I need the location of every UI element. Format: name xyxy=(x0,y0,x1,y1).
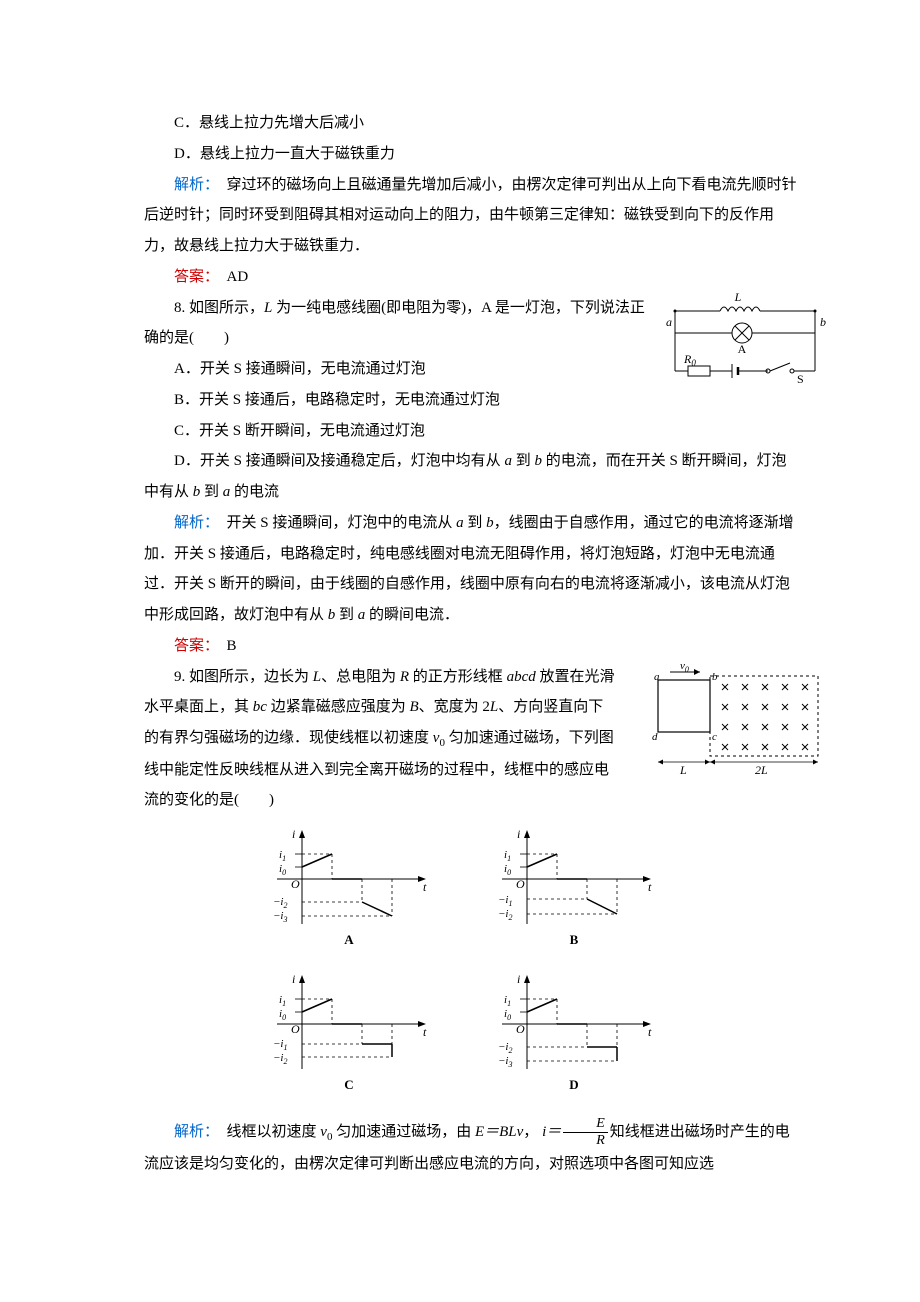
graphs-figure: i t O i1 i0 −i2 −i3 xyxy=(257,824,687,1109)
analysis-text: 开关 S 接通瞬间，灯泡中的电流从 xyxy=(212,515,457,531)
formula-i: i＝ xyxy=(542,1124,561,1140)
var-R: R xyxy=(400,669,409,685)
q9-analysis: 解析： 线框以初速度 v0 匀加速通过磁场，由 E＝BLv， i＝ER知线框进出… xyxy=(144,1117,800,1179)
svg-text:i1: i1 xyxy=(279,994,286,1008)
graph-label-A: A xyxy=(344,932,354,947)
svg-text:i0: i0 xyxy=(504,1008,511,1022)
field-figure: a b c d v0 xyxy=(650,662,830,777)
opt-text: 的电流 xyxy=(230,484,279,500)
svg-text:i0: i0 xyxy=(504,863,511,877)
q8-answer: 答案： B xyxy=(144,631,800,662)
answer-text: B xyxy=(212,638,237,654)
fraction-ER: ER xyxy=(563,1117,608,1148)
analysis-text: ， xyxy=(523,1124,542,1140)
field-a: a xyxy=(654,671,660,683)
q8-option-d: D．开关 S 接通瞬间及接通稳定后，灯泡中均有从 a 到 b 的电流，而在开关 … xyxy=(144,446,800,508)
field-L: L xyxy=(679,763,687,777)
graph-label-D: D xyxy=(569,1077,578,1092)
stem-text: 的正方形线框 xyxy=(409,669,507,685)
var-b: b xyxy=(534,453,542,469)
q8-option-b: B．开关 S 接通后，电路稳定时，无电流通过灯泡 xyxy=(144,385,800,416)
svg-text:−i3: −i3 xyxy=(273,910,287,924)
graph-label-B: B xyxy=(570,932,579,947)
opt-text: 到 xyxy=(200,484,223,500)
var-L: L xyxy=(490,699,498,715)
svg-text:−i3: −i3 xyxy=(498,1055,512,1069)
svg-text:i1: i1 xyxy=(279,849,286,863)
var-a: a xyxy=(456,515,464,531)
field-2L: 2L xyxy=(755,763,768,777)
field-d: d xyxy=(652,731,658,743)
analysis-label: 解析： xyxy=(174,1124,212,1140)
svg-text:i1: i1 xyxy=(504,994,511,1008)
label-A: A xyxy=(738,342,747,356)
label-S: S xyxy=(797,372,804,386)
analysis-label: 解析： xyxy=(174,177,212,193)
svg-text:−i2: −i2 xyxy=(273,896,287,910)
field-b: b xyxy=(712,671,718,683)
q8-block: L a b A xyxy=(144,293,800,447)
formula-E: E＝BLv xyxy=(475,1124,523,1140)
q7-answer: 答案： AD xyxy=(144,262,800,293)
frac-den: R xyxy=(563,1133,608,1148)
graph-label-C: C xyxy=(344,1077,353,1092)
analysis-text: 线框以初速度 xyxy=(212,1124,321,1140)
var-B: B xyxy=(409,699,418,715)
var-v0: v xyxy=(320,1124,327,1140)
analysis-text: 穿过环的磁场向上且磁通量先增加后减小，由楞次定律可判出从上向下看电流先顺时针后逆… xyxy=(144,177,797,255)
page: C．悬线上拉力先增大后减小 D．悬线上拉力一直大于磁铁重力 解析： 穿过环的磁场… xyxy=(0,0,920,1302)
q7-option-c: C．悬线上拉力先增大后减小 xyxy=(144,108,800,139)
answer-label: 答案： xyxy=(174,638,212,654)
stem-text: 9. 如图所示，边长为 xyxy=(174,669,313,685)
var-b: b xyxy=(486,515,494,531)
q7-analysis: 解析： 穿过环的磁场向上且磁通量先增加后减小，由楞次定律可判出从上向下看电流先顺… xyxy=(144,170,800,262)
label-L: L xyxy=(734,293,742,304)
circuit-figure: L a b A xyxy=(660,293,830,388)
stem-text: 、宽度为 2 xyxy=(419,699,490,715)
svg-text:−i2: −i2 xyxy=(498,908,512,922)
analysis-text: 匀加速通过磁场，由 xyxy=(332,1124,475,1140)
svg-text:i1: i1 xyxy=(504,849,511,863)
q9-block: a b c d v0 xyxy=(144,662,800,817)
svg-text:−i2: −i2 xyxy=(498,1041,512,1055)
analysis-text: 的瞬间电流． xyxy=(365,607,459,623)
svg-text:−i1: −i1 xyxy=(498,894,512,908)
svg-text:−i2: −i2 xyxy=(273,1052,287,1066)
svg-text:i0: i0 xyxy=(279,1008,286,1022)
q8-option-c: C．开关 S 断开瞬间，无电流通过灯泡 xyxy=(144,416,800,447)
opt-text: D．开关 S 接通瞬间及接通稳定后，灯泡中均有从 xyxy=(174,453,504,469)
stem-text: 8. 如图所示， xyxy=(174,300,264,316)
answer-label: 答案： xyxy=(174,269,212,285)
svg-text:i0: i0 xyxy=(279,863,286,877)
stem-text: 边紧靠磁感应强度为 xyxy=(267,699,410,715)
var-a: a xyxy=(504,453,512,469)
label-b: b xyxy=(820,315,826,329)
field-c: c xyxy=(712,731,717,743)
analysis-text: 到 xyxy=(464,515,487,531)
svg-text:−i1: −i1 xyxy=(273,1038,287,1052)
answer-text: AD xyxy=(212,269,249,285)
var-bc: bc xyxy=(253,699,267,715)
label-a: a xyxy=(666,315,672,329)
opt-text: 到 xyxy=(512,453,535,469)
var-abcd: abcd xyxy=(507,669,536,685)
q8-analysis: 解析： 开关 S 接通瞬间，灯泡中的电流从 a 到 b，线圈由于自感作用，通过它… xyxy=(144,508,800,631)
analysis-label: 解析： xyxy=(174,515,212,531)
var-L: L xyxy=(313,669,321,685)
stem-text: 、总电阻为 xyxy=(321,669,400,685)
q7-option-d: D．悬线上拉力一直大于磁铁重力 xyxy=(144,139,800,170)
analysis-text: 到 xyxy=(335,607,358,623)
label-R0: R0 xyxy=(683,352,696,368)
frac-num: E xyxy=(563,1117,608,1133)
